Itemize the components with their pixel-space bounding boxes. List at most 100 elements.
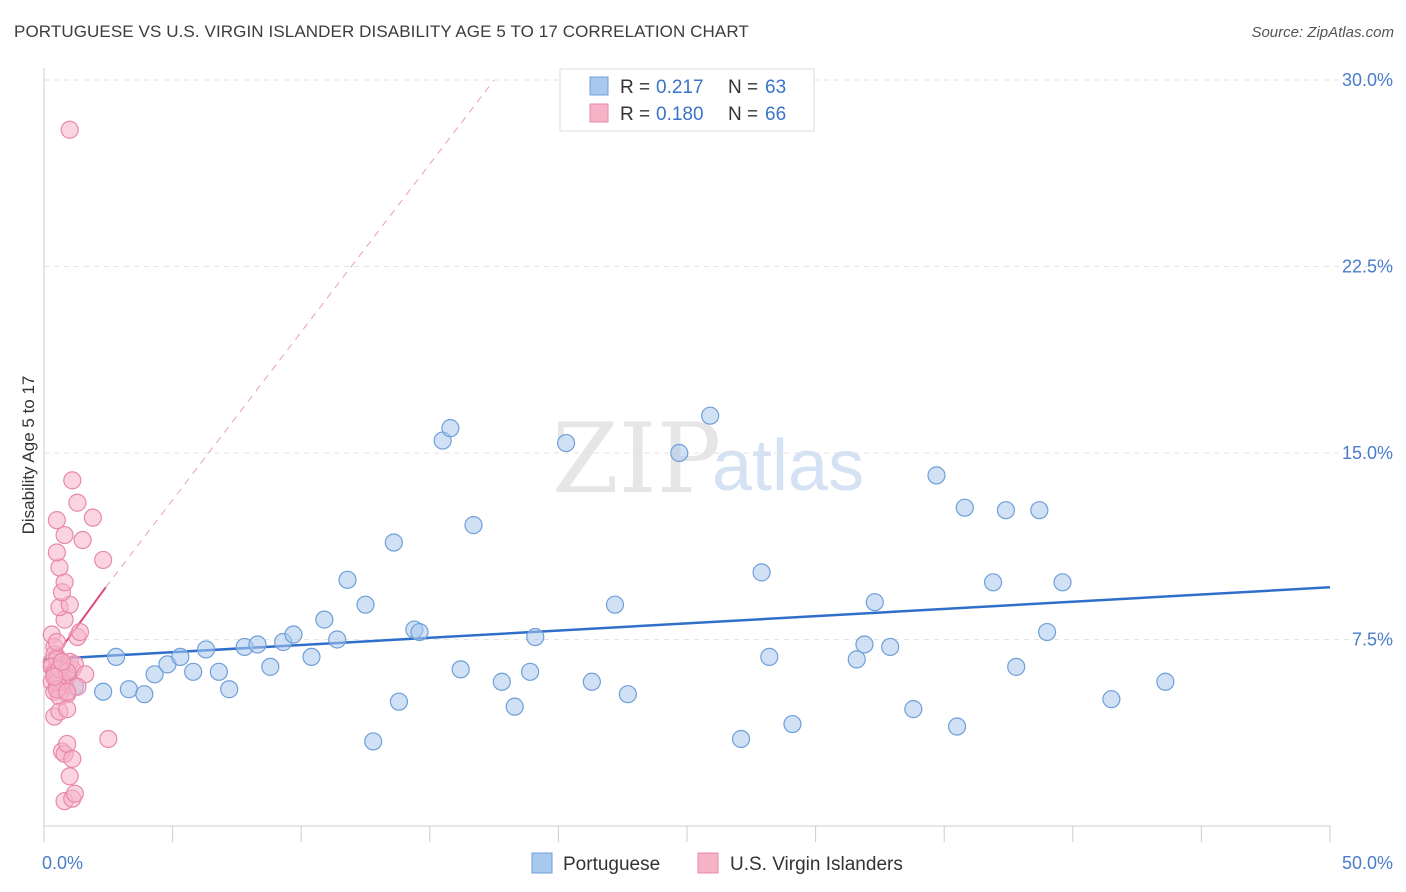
bottom-legend: Portuguese U.S. Virgin Islanders [531,852,903,875]
virgin-islander-point [68,493,87,512]
portuguese-point [731,729,751,749]
portuguese-point [526,627,545,647]
portuguese-point [248,635,267,654]
portuguese-point [261,657,280,676]
chart-title: PORTUGUESE VS U.S. VIRGIN ISLANDER DISAB… [14,22,749,41]
virgin-islander-points [42,120,118,811]
virgin-islander-point [58,682,77,701]
virgin-islander-point [63,749,82,768]
portuguese-point [384,533,403,552]
virgin-islander-point [47,543,66,562]
y-tick-label: 7.5% [1352,630,1393,650]
portuguese-point [94,682,113,701]
y-tick-label: 15.0% [1342,443,1393,463]
trend-lines [43,79,1331,673]
virgin-islander-point [70,622,90,642]
portuguese-point [783,714,802,734]
portuguese-point [582,672,601,691]
x-tick-label-min: 0.0% [42,853,83,873]
trend-extension-line [105,79,495,588]
portuguese-point [865,593,884,612]
portuguese-point [184,662,203,681]
y-tick-label: 30.0% [1342,70,1393,90]
portuguese-point [220,680,239,699]
portuguese-point [209,662,228,681]
x-tick-label-max: 50.0% [1342,853,1393,873]
portuguese-point [1102,690,1121,709]
portuguese-point [670,443,689,463]
virgin-islander-point [47,632,66,652]
virgin-islander-point [50,558,69,577]
portuguese-point [1007,657,1026,676]
source-credit: Source: ZipAtlas.com [1251,24,1394,41]
virgin-islander-point [47,511,66,530]
portuguese-point [492,672,511,691]
portuguese-point [315,610,334,629]
virgin-islander-point [58,700,77,719]
portuguese-point [881,637,900,657]
portuguese-point [701,406,720,425]
virgin-islander-point [55,525,74,545]
virgin-islander-point [99,729,118,749]
legend-n-value-portuguese: 63 [765,77,786,98]
portuguese-point [1037,622,1057,642]
legend-swatch-portuguese [589,76,609,96]
virgin-islander-point [60,767,79,786]
bottom-legend-label-virgin-islanders: U.S. Virgin Islanders [730,854,903,875]
legend-r-label-virgin-islanders: R = [620,104,650,125]
portuguese-point [996,501,1016,520]
portuguese-point [847,650,866,669]
legend-n-label-virgin-islanders: N = [728,104,758,125]
portuguese-point [557,433,576,453]
portuguese-point [451,660,470,679]
portuguese-point [196,640,216,659]
portuguese-point [338,570,357,589]
legend-n-label-portuguese: N = [728,77,758,98]
virgin-islander-point [45,667,64,686]
virgin-islander-point [65,784,84,803]
portuguese-point [410,622,429,642]
portuguese-point [955,498,974,517]
x-ticks [43,826,1331,842]
top-legend: R = 0.217 N = 63 R = 0.180 N = 66 [559,68,815,132]
watermark-zip: ZIP [552,403,721,515]
y-tick-label: 22.5% [1342,257,1393,277]
virgin-islander-point [73,530,92,550]
legend-swatch-virgin-islanders [589,103,609,123]
portuguese-point [145,665,164,684]
portuguese-point [947,717,967,736]
legend-r-value-virgin-islanders: 0.180 [656,104,704,125]
legend-n-value-virgin-islanders: 66 [765,104,786,125]
grid-lines [44,79,1394,640]
bottom-legend-swatch-portuguese [531,852,553,874]
portuguese-point [760,647,779,667]
y-tick-labels: 7.5% 15.0% 22.5% 30.0% [1342,70,1393,650]
portuguese-point [171,647,190,667]
portuguese-point [605,595,625,614]
y-axis-title: Disability Age 5 to 17 [19,376,38,535]
portuguese-point [441,419,460,438]
portuguese-point [618,685,637,704]
portuguese-point [1053,573,1072,592]
virgin-islander-point [94,550,113,570]
portuguese-point [1030,501,1049,520]
portuguese-point [927,466,946,485]
portuguese-point [904,700,923,719]
portuguese-point [106,647,126,667]
portuguese-point [1156,672,1175,691]
portuguese-point [302,647,321,667]
portuguese-point [752,563,771,582]
bottom-legend-label-portuguese: Portuguese [563,854,660,875]
portuguese-point [983,573,1003,592]
portuguese-point [389,692,409,711]
virgin-islander-point [83,508,102,527]
watermark: ZIP atlas [552,403,864,515]
portuguese-point [464,516,483,535]
portuguese-point [364,732,383,751]
virgin-islander-point [60,120,79,139]
bottom-legend-swatch-virgin-islanders [697,852,719,874]
portuguese-point [328,630,347,649]
virgin-islander-point [52,652,72,671]
legend-r-value-portuguese: 0.217 [656,77,704,98]
portuguese-point [119,680,138,699]
